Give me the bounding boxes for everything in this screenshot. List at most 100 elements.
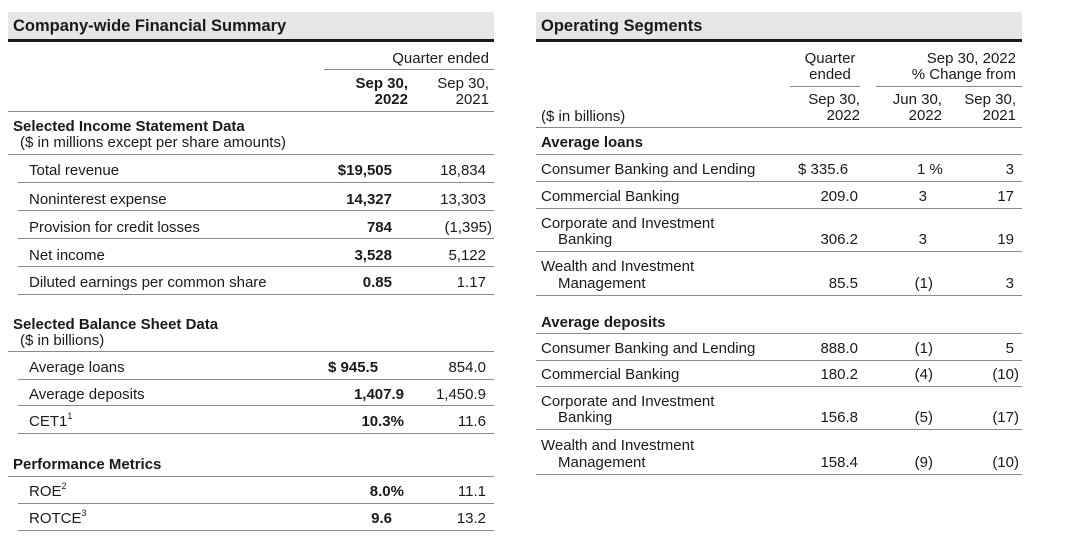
income-row-label: Net income	[29, 247, 105, 264]
balance-row-2022: $ 945.5	[328, 359, 379, 376]
pct-change-line1: Sep 30, 2022	[926, 50, 1016, 67]
row-divider	[536, 251, 1022, 252]
row-divider	[536, 429, 1022, 430]
loans-row-jun: 3	[918, 231, 927, 248]
pct-change-line2: % Change from	[911, 66, 1016, 83]
left-panel-title: Company-wide Financial Summary	[13, 17, 287, 35]
loans-row-value: 85.5	[828, 275, 858, 292]
col-2022-line2: 2022	[374, 91, 408, 108]
loans-row-value: $ 335.6	[798, 161, 849, 178]
loans-row-jun: (1)	[914, 275, 933, 292]
right-panel-title: Operating Segments	[541, 17, 703, 35]
income-row-2021: 13,303	[440, 191, 486, 208]
col-sep-line1: Sep 30,	[964, 91, 1016, 108]
balance-rule	[8, 351, 494, 352]
performance-row-label: ROTCE3	[29, 508, 87, 528]
loans-row-sep: 3	[1005, 275, 1014, 292]
performance-row-2021: 11.1	[457, 483, 486, 500]
loans-row-sep: 3	[1005, 161, 1014, 178]
loans-row-label: Wealth and Investment	[541, 258, 695, 275]
units-label: ($ in billions)	[541, 108, 626, 125]
col-q-line2: 2022	[826, 107, 860, 124]
loans-rule	[536, 154, 1022, 155]
deposits-row-label-cont: Banking	[558, 409, 613, 426]
income-row-label: Diluted earnings per common share	[29, 274, 267, 291]
quarter-ended-rule	[324, 69, 494, 70]
row-divider	[18, 294, 494, 295]
income-rule	[8, 154, 494, 155]
performance-heading: Performance Metrics	[13, 456, 162, 473]
deposits-row-sep: 5	[1005, 340, 1014, 357]
loans-row-jun: 1 %	[917, 161, 943, 178]
row-divider	[536, 181, 1022, 182]
deposits-row-jun: (5)	[914, 409, 933, 426]
row-divider	[18, 530, 494, 531]
performance-row-2022: 9.6	[371, 510, 392, 527]
deposits-row-sep: (10)	[992, 454, 1019, 471]
deposits-row-label-cont: Management	[558, 454, 646, 471]
row-divider	[18, 210, 494, 211]
loans-row-sep: 19	[997, 231, 1014, 248]
row-divider	[536, 474, 1022, 475]
income-row-2021: 18,834	[440, 162, 486, 179]
performance-row-2021: 13.2	[456, 510, 486, 527]
loans-row-value: 209.0	[820, 188, 858, 205]
deposits-row-value: 158.4	[820, 454, 858, 471]
deposits-row-label: Corporate and Investment	[541, 393, 715, 410]
loans-row-label: Corporate and Investment	[541, 215, 715, 232]
deposits-row-sep: (17)	[992, 409, 1019, 426]
income-row-2022: 784	[366, 219, 392, 236]
footnote-marker: 3	[81, 508, 87, 518]
loans-row-label: Commercial Banking	[541, 188, 680, 205]
row-divider	[18, 503, 494, 504]
left-header-rule	[8, 111, 494, 112]
row-divider	[536, 208, 1022, 209]
deposits-row-value: 180.2	[820, 366, 858, 383]
deposits-row-jun: (9)	[914, 454, 933, 471]
col-jun-line1: Jun 30,	[892, 91, 942, 108]
income-row-2021: 5,122	[448, 247, 486, 264]
row-divider	[18, 405, 494, 406]
col-2021-line1: Sep 30,	[437, 75, 489, 92]
income-row-2022: 3,528	[354, 247, 392, 264]
income-row-2022: 14,327	[346, 191, 392, 208]
balance-row-2021: 11.6	[457, 413, 486, 430]
deposits-row-value: 888.0	[820, 340, 858, 357]
row-divider	[18, 433, 494, 434]
performance-rule	[8, 476, 494, 477]
income-row-2021: (1,395)	[444, 219, 492, 236]
row-divider	[18, 266, 494, 267]
row-divider	[18, 182, 494, 183]
right-header-rule	[536, 127, 1022, 128]
loans-row-label-cont: Management	[558, 275, 646, 292]
deposits-row-label: Consumer Banking and Lending	[541, 340, 756, 357]
income-heading: Selected Income Statement Data	[13, 118, 245, 135]
deposits-row-jun: (1)	[914, 340, 933, 357]
loans-row-sep: 17	[997, 188, 1014, 205]
deposits-row-sep: (10)	[992, 366, 1019, 383]
row-divider	[18, 238, 494, 239]
deposits-row-label: Commercial Banking	[541, 366, 680, 383]
loans-row-value: 306.2	[820, 231, 858, 248]
income-subheading: ($ in millions except per share amounts)	[20, 134, 286, 151]
row-divider	[18, 379, 494, 380]
row-divider	[536, 386, 1022, 387]
balance-heading: Selected Balance Sheet Data	[13, 316, 219, 333]
deposits-row-jun: (4)	[914, 366, 933, 383]
col-jun-line2: 2022	[908, 107, 942, 124]
quarter-ended-line1: Quarter	[804, 50, 856, 67]
income-row-2022: 0.85	[362, 274, 392, 291]
balance-row-label: Average loans	[29, 359, 125, 376]
quarter-ended-label: Quarter ended	[392, 50, 489, 67]
income-row-label: Noninterest expense	[29, 191, 167, 208]
left-panel-header: Company-wide Financial Summary	[8, 12, 494, 42]
balance-row-label: Average deposits	[29, 386, 145, 403]
row-divider	[536, 295, 1022, 296]
quarter-ended-line2: ended	[809, 66, 851, 83]
income-row-label: Total revenue	[29, 162, 120, 179]
col-q-line1: Sep 30,	[808, 91, 860, 108]
income-row-label: Provision for credit losses	[29, 219, 200, 236]
col-2021-line2: 2021	[455, 91, 489, 108]
balance-row-2022: 1,407.9	[353, 386, 404, 403]
col-sep-line2: 2021	[982, 107, 1016, 124]
